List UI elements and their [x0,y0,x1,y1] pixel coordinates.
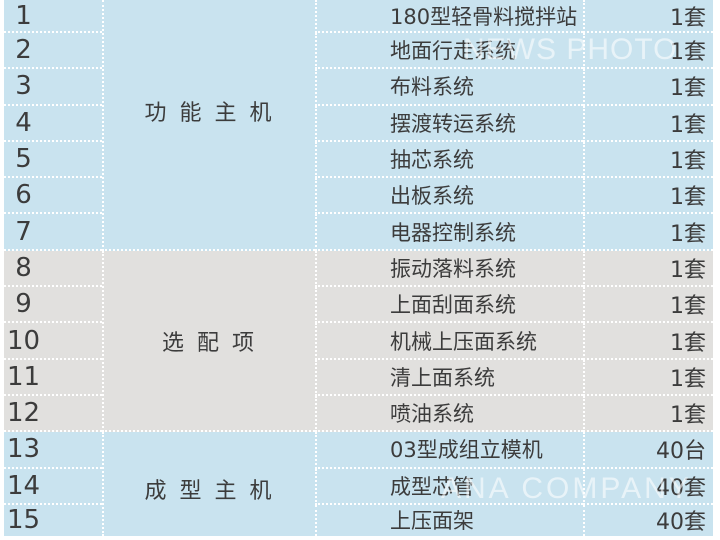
item-cell: 机械上压面系统 [315,323,583,360]
item-label: 机械上压面系统 [390,329,537,354]
item-cell: 布料系统 [315,69,583,106]
item-label: 振动落料系统 [390,256,516,281]
qty-label: 40套 [656,510,706,536]
item-cell: 摆渡转运系统 [315,105,583,142]
row-number-cell: 4 [4,105,102,142]
qty-label: 1套 [670,185,706,211]
row-number-cell: 11 [4,359,102,396]
item-cell: 振动落料系统 [315,250,583,288]
qty-label: 1套 [670,366,706,392]
row-number-cell: 12 [4,395,102,433]
row-number: 12 [6,398,41,429]
row-number-cell: 6 [4,178,102,215]
row-number-cell: 15 [4,504,102,536]
qty-cell: 1套 [583,105,713,142]
category-label: 选 配 项 [162,330,257,356]
row-number: 13 [6,434,41,465]
qty-cell: 40套 [583,504,713,536]
row-number: 14 [6,470,41,501]
item-cell: 出板系统 [315,178,583,215]
qty-cell: 1套 [583,69,713,106]
item-label: 喷油系统 [390,402,474,427]
row-number-cell: 13 [4,432,102,469]
row-number-cell: 14 [4,468,102,505]
qty-label: 1套 [670,5,706,31]
item-label: 摆渡转运系统 [390,111,516,136]
row-number: 3 [15,71,32,102]
category-cell: 选 配 项 [102,250,315,433]
qty-label: 1套 [670,40,706,66]
item-label: 地面行走系统 [390,39,516,64]
row-number-cell: 7 [4,214,102,251]
item-label: 出板系统 [390,184,474,209]
qty-label: 1套 [670,257,706,283]
item-cell: 清上面系统 [315,359,583,396]
qty-cell: 1套 [583,33,713,70]
item-cell: 喷油系统 [315,395,583,433]
qty-label: 1套 [670,403,706,429]
item-cell: 电器控制系统 [315,214,583,251]
qty-cell: 1套 [583,214,713,251]
qty-cell: 1套 [583,178,713,215]
qty-cell: 1套 [583,395,713,433]
row-number: 7 [15,216,32,247]
qty-cell: 1套 [583,0,713,33]
qty-label: 1套 [670,330,706,356]
item-label: 电器控制系统 [390,220,516,245]
item-cell: 180型轻骨料搅拌站 [315,0,583,33]
row-number-cell: 8 [4,250,102,288]
category-cell: 成 型 主 机 [102,432,315,536]
row-number-cell: 2 [4,33,102,70]
row-number: 2 [15,35,32,66]
category-label: 成 型 主 机 [144,479,275,505]
row-number-cell: 5 [4,141,102,179]
qty-label: 40套 [656,475,706,501]
item-label: 布料系统 [390,75,474,100]
qty-label: 1套 [670,112,706,138]
equipment-table: 功 能 主 机 1 180型轻骨料搅拌站 1套 2 地面行走系统 1套 3 布料系统 1套 4 摆渡转… [4,0,713,536]
item-label: 180型轻骨料搅拌站 [390,4,578,29]
qty-label: 1套 [670,221,706,247]
item-label: 上压面架 [390,509,474,534]
row-number-cell: 10 [4,323,102,360]
item-cell: 抽芯系统 [315,141,583,179]
item-cell: 地面行走系统 [315,33,583,70]
row-number: 4 [15,107,32,138]
item-label: 抽芯系统 [390,148,474,173]
item-cell: 成型芯管 [315,468,583,505]
qty-cell: 1套 [583,250,713,288]
row-number-cell: 9 [4,287,102,324]
row-number: 9 [15,289,32,320]
item-label: 清上面系统 [390,365,495,390]
row-number: 5 [15,144,32,175]
row-number: 10 [6,325,41,356]
qty-cell: 40套 [583,468,713,505]
row-number: 15 [6,505,41,536]
category-cell: 功 能 主 机 [102,0,315,251]
item-label: 03型成组立模机 [390,438,543,463]
row-number: 1 [15,0,32,31]
category-label: 功 能 主 机 [144,101,275,127]
row-number-cell: 1 [4,0,102,33]
qty-cell: 1套 [583,323,713,360]
qty-label: 1套 [670,294,706,320]
qty-cell: 1套 [583,359,713,396]
qty-cell: 40台 [583,432,713,469]
row-number: 8 [15,252,32,283]
qty-label: 1套 [670,76,706,102]
item-label: 成型芯管 [390,474,474,499]
qty-label: 40台 [656,439,706,465]
row-number: 6 [15,180,32,211]
row-number: 11 [6,361,41,392]
qty-cell: 1套 [583,141,713,179]
item-cell: 上压面架 [315,504,583,536]
qty-cell: 1套 [583,287,713,324]
item-label: 上面刮面系统 [390,293,516,318]
row-number-cell: 3 [4,69,102,106]
item-cell: 上面刮面系统 [315,287,583,324]
qty-label: 1套 [670,149,706,175]
item-cell: 03型成组立模机 [315,432,583,469]
